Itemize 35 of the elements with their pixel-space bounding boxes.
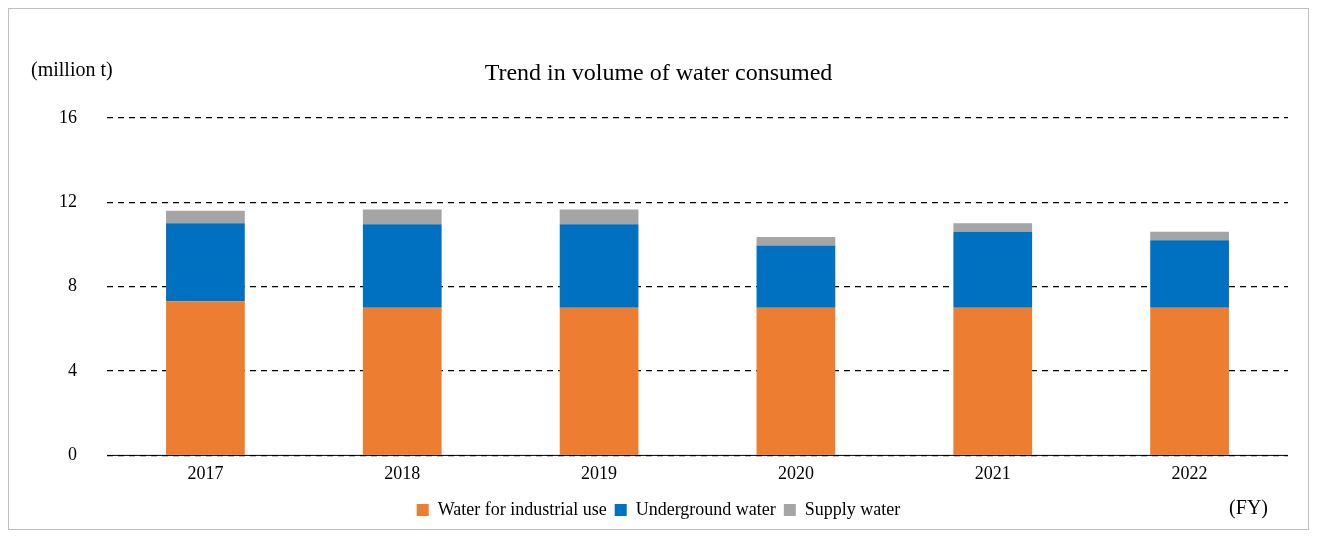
bar bbox=[362, 209, 442, 225]
x-tick-label: 2019 bbox=[581, 462, 618, 483]
y-tick-label: 12 bbox=[59, 190, 77, 211]
legend-label: Underground water bbox=[635, 498, 776, 519]
legend-label: Supply water bbox=[804, 498, 901, 519]
x-axis-title: (FY) bbox=[1229, 496, 1268, 520]
bar bbox=[559, 224, 639, 308]
y-tick-label: 16 bbox=[59, 106, 77, 127]
bar bbox=[953, 231, 1033, 308]
bar bbox=[756, 245, 836, 308]
bar bbox=[953, 223, 1033, 232]
x-tick-label: 2018 bbox=[384, 462, 421, 483]
bar bbox=[1150, 231, 1229, 241]
y-tick-label: 4 bbox=[68, 359, 77, 380]
bar bbox=[166, 210, 245, 224]
bar bbox=[1150, 307, 1229, 455]
x-tick-label: 2020 bbox=[777, 462, 814, 483]
x-tick-label: 2017 bbox=[187, 462, 224, 483]
bar bbox=[362, 224, 442, 308]
y-tick-label: 0 bbox=[68, 444, 77, 465]
bar bbox=[362, 307, 442, 455]
chart-title: Trend in volume of water consumed bbox=[484, 58, 833, 85]
bar bbox=[1150, 240, 1229, 308]
bar bbox=[756, 307, 836, 455]
x-tick-label: 2021 bbox=[974, 462, 1011, 483]
bar bbox=[559, 209, 639, 225]
y-tick-label: 8 bbox=[68, 275, 77, 296]
bar bbox=[166, 301, 245, 455]
x-tick-label: 2022 bbox=[1171, 462, 1208, 483]
legend-label: Water for industrial use bbox=[437, 498, 607, 519]
bar bbox=[166, 223, 245, 302]
bar bbox=[559, 307, 639, 455]
y-axis-title: (million t) bbox=[31, 58, 113, 82]
bar bbox=[756, 237, 836, 246]
bar bbox=[953, 307, 1033, 455]
